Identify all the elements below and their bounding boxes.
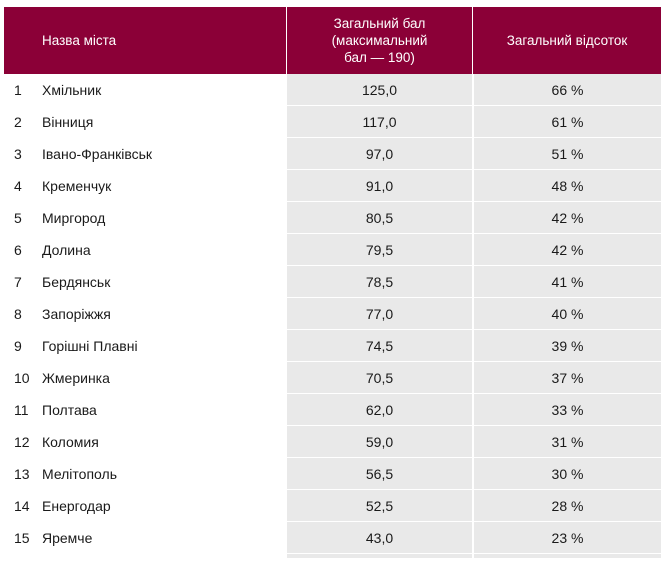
table-row: 1 Хмільник 125,0 66 % bbox=[4, 74, 661, 106]
rank-number: 11 bbox=[14, 402, 29, 418]
header-divider bbox=[286, 7, 287, 74]
city-name: Миргород bbox=[42, 210, 106, 226]
table-row: 3 Івано-Франківськ 97,0 51 % bbox=[4, 138, 661, 170]
table-row: 11 Полтава 62,0 33 % bbox=[4, 394, 661, 426]
city-name: Жмеринка bbox=[42, 370, 110, 386]
city-name: Коломия bbox=[42, 434, 99, 450]
total-percent: 40 % bbox=[474, 298, 661, 329]
total-percent: 39 % bbox=[474, 330, 661, 361]
table-tail bbox=[4, 554, 661, 558]
percent-column-tail bbox=[474, 554, 661, 558]
table-row: 10 Жмеринка 70,5 37 % bbox=[4, 362, 661, 394]
city-name: Кременчук bbox=[42, 178, 112, 194]
score-column-header: Загальний бал (максимальний бал — 190) bbox=[331, 16, 428, 65]
table-row: 13 Мелітополь 56,5 30 % bbox=[4, 458, 661, 490]
total-score: 52,5 bbox=[287, 490, 472, 521]
table-row: 6 Долина 79,5 42 % bbox=[4, 234, 661, 266]
city-name: Горішні Плавні bbox=[42, 338, 138, 354]
total-score: 97,0 bbox=[287, 138, 472, 169]
total-score: 43,0 bbox=[287, 522, 472, 553]
table-row: 12 Коломия 59,0 31 % bbox=[4, 426, 661, 458]
total-percent: 48 % bbox=[474, 170, 661, 201]
table-header: Назва міста Загальний бал (максимальний … bbox=[4, 7, 661, 74]
rank-number: 1 bbox=[14, 82, 22, 98]
total-score: 91,0 bbox=[287, 170, 472, 201]
city-name: Долина bbox=[42, 242, 91, 258]
rank-number: 5 bbox=[14, 210, 22, 226]
total-score: 117,0 bbox=[287, 106, 472, 137]
city-name: Яремче bbox=[42, 530, 93, 546]
city-name: Мелітополь bbox=[42, 466, 117, 482]
total-score: 79,5 bbox=[287, 234, 472, 265]
total-percent: 30 % bbox=[474, 458, 661, 489]
table-row: 15 Яремче 43,0 23 % bbox=[4, 522, 661, 554]
total-score: 70,5 bbox=[287, 362, 472, 393]
total-score: 59,0 bbox=[287, 426, 472, 457]
table-row: 9 Горішні Плавні 74,5 39 % bbox=[4, 330, 661, 362]
rank-number: 4 bbox=[14, 178, 22, 194]
percent-column-header: Загальний відсоток bbox=[506, 33, 628, 48]
city-name: Енергодар bbox=[42, 498, 111, 514]
score-column-tail bbox=[287, 554, 472, 558]
table-row: 7 Бердянськ 78,5 41 % bbox=[4, 266, 661, 298]
table-row: 4 Кременчук 91,0 48 % bbox=[4, 170, 661, 202]
rank-number: 6 bbox=[14, 242, 22, 258]
table-body: 1 Хмільник 125,0 66 % 2 Вінниця 117,0 61 % 3 Іван… bbox=[4, 74, 661, 554]
rank-number: 3 bbox=[14, 146, 22, 162]
total-percent: 51 % bbox=[474, 138, 661, 169]
city-name: Запоріжжя bbox=[42, 306, 111, 322]
total-percent: 37 % bbox=[474, 362, 661, 393]
total-score: 74,5 bbox=[287, 330, 472, 361]
total-percent: 61 % bbox=[474, 106, 661, 137]
rank-number: 14 bbox=[14, 498, 30, 514]
total-percent: 42 % bbox=[474, 234, 661, 265]
total-percent: 31 % bbox=[474, 426, 661, 457]
table-row: 8 Запоріжжя 77,0 40 % bbox=[4, 298, 661, 330]
total-percent: 66 % bbox=[474, 74, 661, 105]
total-score: 56,5 bbox=[287, 458, 472, 489]
rank-number: 15 bbox=[14, 530, 30, 546]
total-score: 80,5 bbox=[287, 202, 472, 233]
ranking-table: Назва міста Загальний бал (максимальний … bbox=[4, 7, 661, 558]
city-name: Івано-Франківськ bbox=[42, 146, 153, 162]
table-row: 14 Енергодар 52,5 28 % bbox=[4, 490, 661, 522]
total-percent: 28 % bbox=[474, 490, 661, 521]
total-percent: 23 % bbox=[474, 522, 661, 553]
rank-number: 12 bbox=[14, 434, 30, 450]
city-column-header: Назва міста bbox=[42, 33, 117, 48]
city-name: Хмільник bbox=[42, 82, 102, 98]
city-name: Полтава bbox=[42, 402, 97, 418]
total-percent: 33 % bbox=[474, 394, 661, 425]
city-name: Бердянськ bbox=[42, 274, 111, 290]
rank-number: 13 bbox=[14, 466, 30, 482]
total-score: 77,0 bbox=[287, 298, 472, 329]
table-row: 5 Миргород 80,5 42 % bbox=[4, 202, 661, 234]
total-percent: 42 % bbox=[474, 202, 661, 233]
rank-number: 2 bbox=[14, 114, 22, 130]
total-score: 125,0 bbox=[287, 74, 472, 105]
table-row: 2 Вінниця 117,0 61 % bbox=[4, 106, 661, 138]
total-score: 62,0 bbox=[287, 394, 472, 425]
rank-number: 10 bbox=[14, 370, 30, 386]
rank-number: 9 bbox=[14, 338, 22, 354]
rank-number: 7 bbox=[14, 274, 22, 290]
header-divider bbox=[472, 7, 473, 74]
total-percent: 41 % bbox=[474, 266, 661, 297]
rank-number: 8 bbox=[14, 306, 22, 322]
total-score: 78,5 bbox=[287, 266, 472, 297]
city-name: Вінниця bbox=[42, 114, 94, 130]
